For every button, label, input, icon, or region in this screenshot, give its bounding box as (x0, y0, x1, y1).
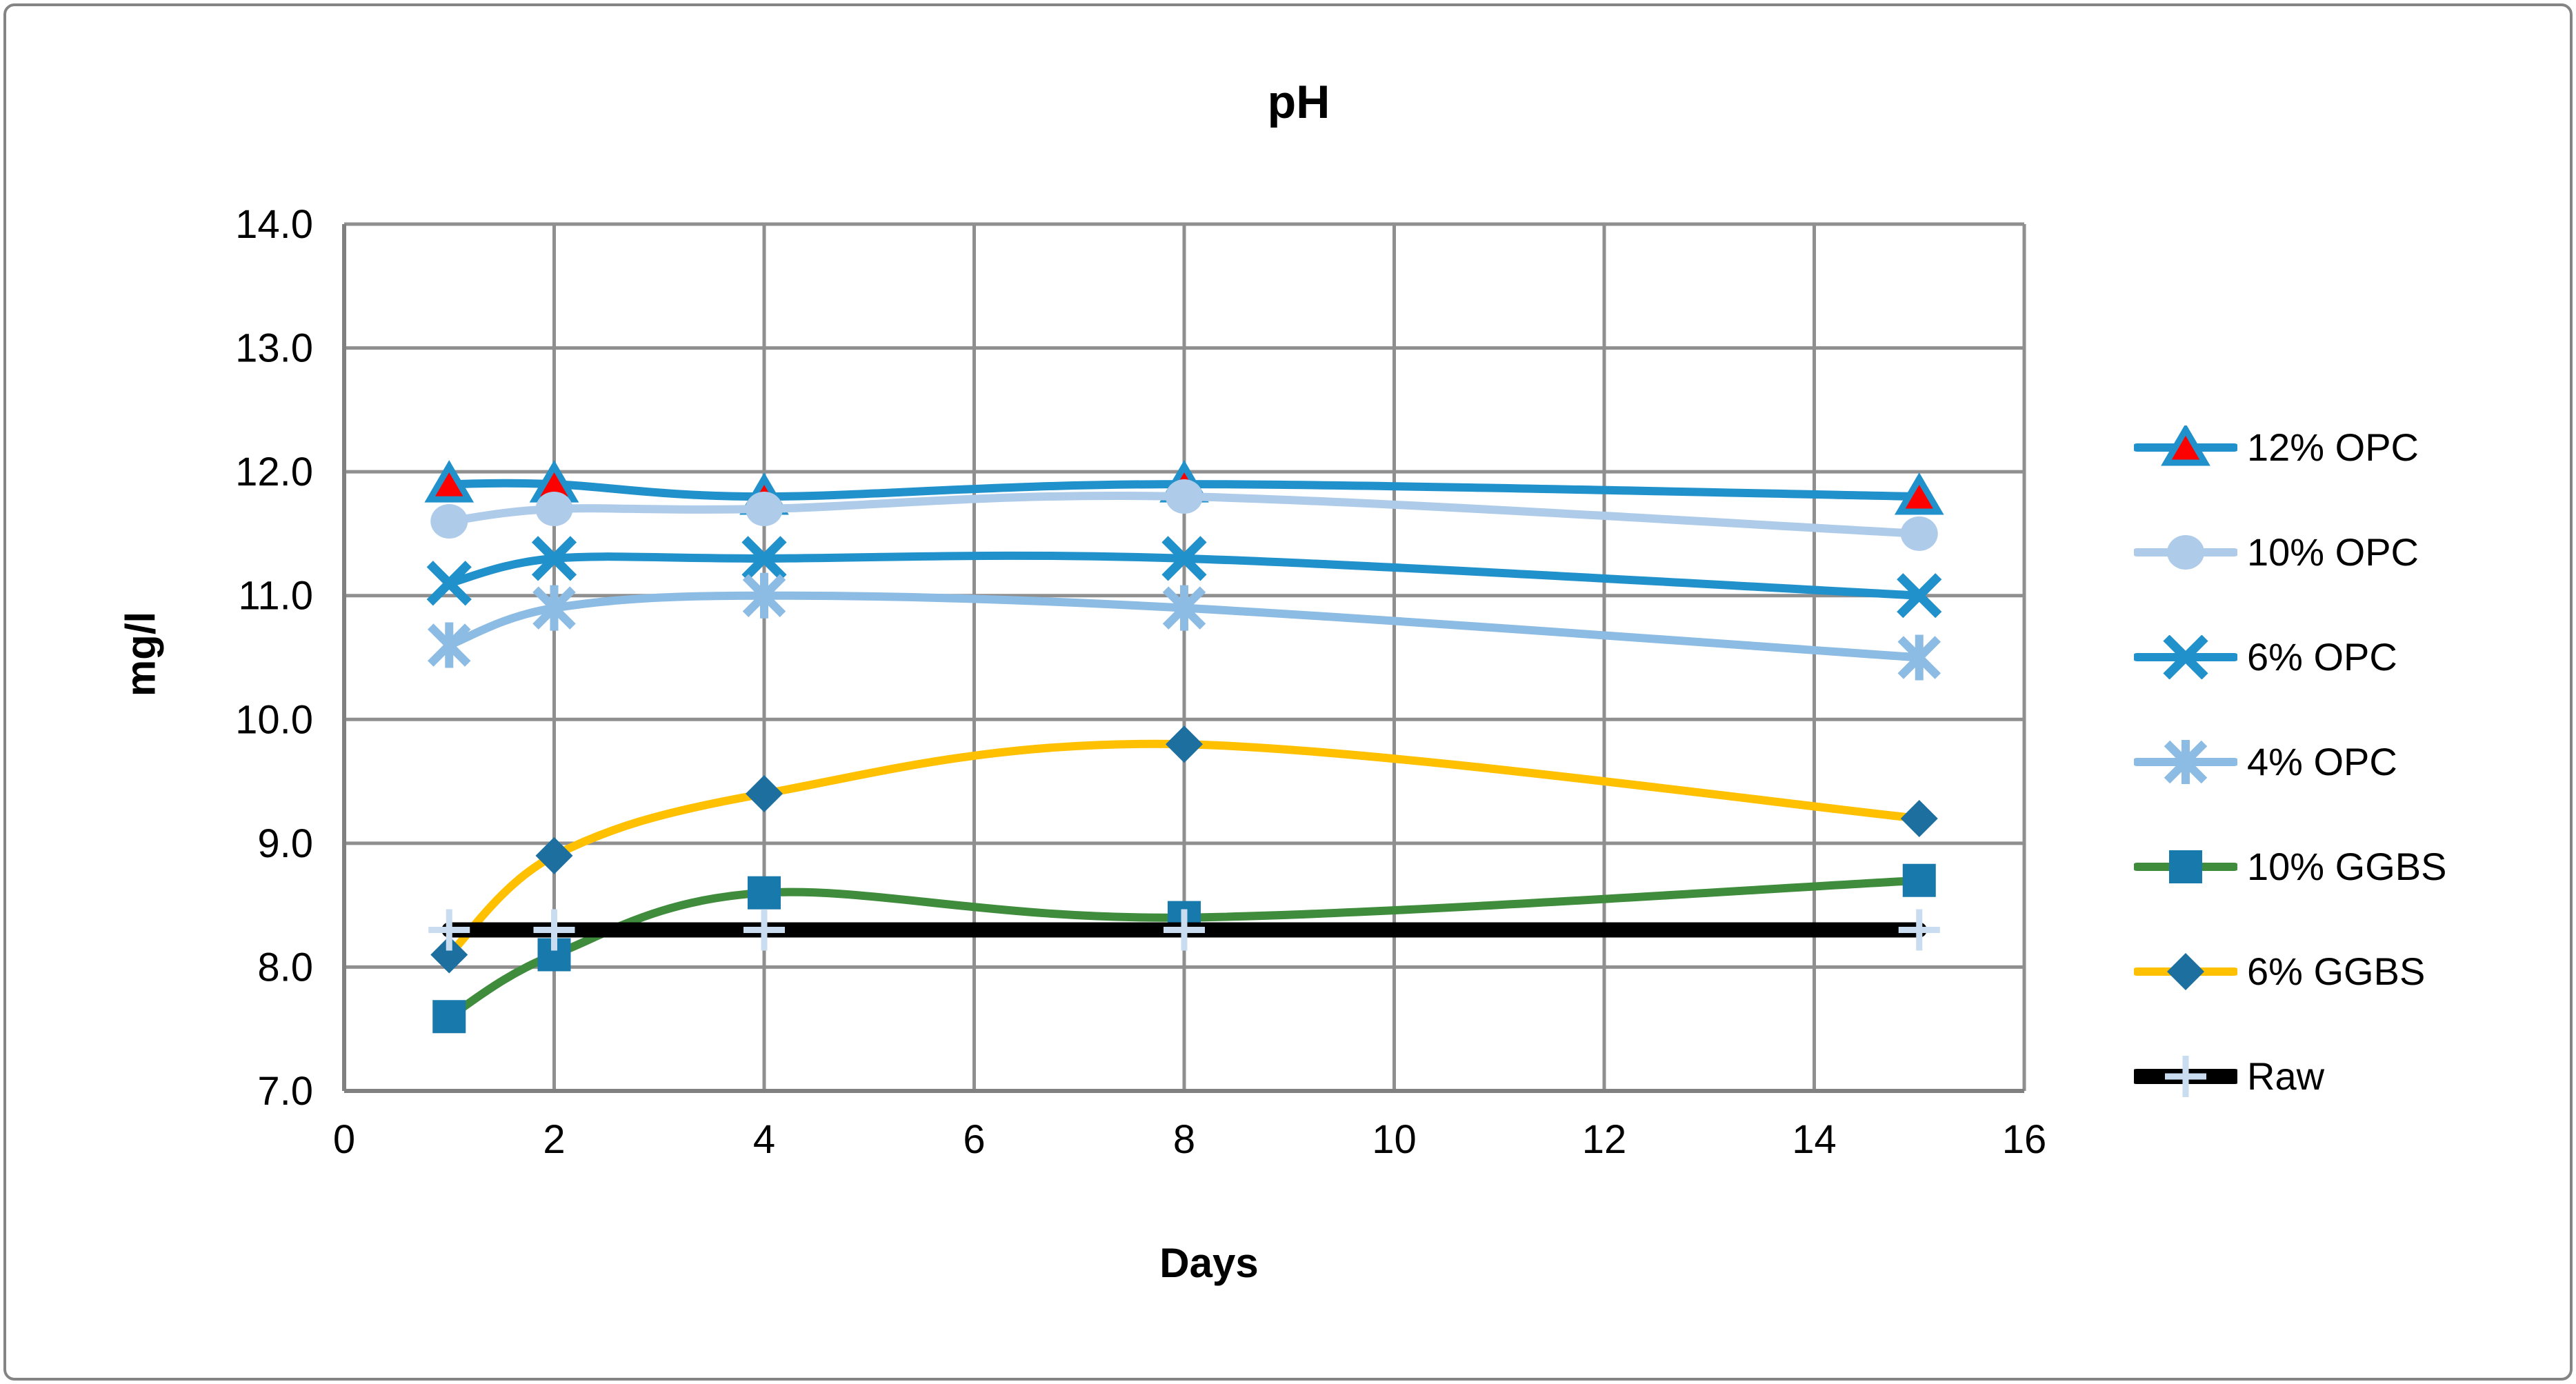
6-ggbs-diamond-marker (1900, 799, 1938, 837)
legend-label: 10% OPC (2247, 530, 2419, 574)
legend-square-marker (2169, 850, 2202, 883)
legend-asterisk-marker (2164, 740, 2208, 784)
y-tick-label: 9.0 (257, 821, 313, 866)
12-opc-triangle-marker (1894, 472, 1944, 515)
legend-plus-marker (2165, 1056, 2206, 1097)
y-tick-label: 13.0 (235, 326, 313, 371)
6-opc-x-marker (1161, 536, 1207, 581)
10-ggbs-square-marker (1902, 863, 1936, 897)
legend-triangle-marker (2161, 425, 2210, 466)
6-opc-x-marker (741, 536, 787, 581)
10-opc-circle-marker (535, 492, 573, 527)
6-opc-x-marker (1897, 573, 1942, 619)
6-ggbs-diamond-marker (746, 775, 783, 813)
raw-plus-marker (428, 909, 470, 951)
raw-plus-marker (743, 909, 785, 951)
10-opc-circle-marker (430, 503, 468, 539)
legend-item-12pct-opc: 12% OPC (2134, 425, 2419, 470)
x-tick-label: 2 (543, 1117, 565, 1162)
x-tick-label: 10 (1372, 1117, 1417, 1162)
6-opc-x-marker (426, 561, 472, 606)
x-tick-label: 16 (2002, 1117, 2047, 1162)
chart-frame: 14.0 13.0 12.0 11.0 10.0 9.0 8.0 7.0 0 2 4 6 8 10 12 14… (3, 3, 2573, 1381)
legend-swatch-12pct-opc (2134, 425, 2237, 466)
y-tick-label: 11.0 (238, 574, 313, 619)
y-tick-label: 12.0 (235, 450, 313, 494)
12-opc-triangle-marker (424, 460, 475, 503)
x-tick-label: 4 (753, 1117, 775, 1162)
legend-swatch-6pct-opc (2134, 635, 2237, 679)
chart-title: pH (1267, 76, 1330, 128)
4-opc-asterisk-marker (532, 585, 576, 631)
x-tick-label: 6 (963, 1117, 985, 1162)
6-ggbs-diamond-marker (535, 836, 573, 874)
legend-diamond-marker (2167, 953, 2204, 990)
4-opc-asterisk-marker (1162, 585, 1206, 631)
y-tick-label: 7.0 (257, 1069, 313, 1114)
6-opc-x-marker (531, 536, 577, 581)
legend-item-6pct-opc: 6% OPC (2134, 635, 2397, 679)
x-tick-label: 12 (1582, 1117, 1627, 1162)
y-tick-label: 14.0 (235, 202, 313, 247)
legend-item-6pct-ggbs: 6% GGBS (2134, 950, 2425, 994)
raw-plus-marker (1898, 909, 1940, 951)
legend-label: 4% OPC (2247, 740, 2397, 783)
10-ggbs-square-marker (748, 876, 781, 910)
x-axis-title: Days (1159, 1240, 1259, 1286)
legend-item-4pct-opc: 4% OPC (2134, 740, 2397, 784)
legend-item-10pct-opc: 10% OPC (2134, 530, 2419, 574)
legend-swatch-10pct-ggbs (2134, 850, 2237, 883)
legend-swatch-10pct-opc (2134, 535, 2237, 570)
legend: 12% OPC 10% OPC 6% OPC 4% OPC 10% GGBS 6… (2134, 6, 2562, 1378)
y-tick-label: 8.0 (257, 945, 313, 990)
10-opc-circle-marker (746, 492, 783, 527)
4-opc-asterisk-marker (1897, 634, 1941, 681)
y-axis-title: mg/l (117, 611, 164, 697)
legend-swatch-raw (2134, 1056, 2237, 1097)
10-opc-circle-marker (1166, 479, 1203, 514)
raw-plus-marker (1164, 909, 1205, 951)
plot-area: 14.0 13.0 12.0 11.0 10.0 9.0 8.0 7.0 0 2 4 6 8 10 12 14… (235, 202, 2047, 1162)
legend-label: 12% OPC (2247, 425, 2419, 469)
x-tick-label: 8 (1173, 1117, 1195, 1162)
legend-swatch-6pct-ggbs (2134, 953, 2237, 990)
4-opc-asterisk-marker (428, 622, 471, 668)
x-tick-label: 0 (333, 1117, 355, 1162)
10-ggbs-square-marker (432, 1000, 466, 1034)
legend-label: 6% GGBS (2247, 950, 2426, 993)
legend-swatch-4pct-opc (2134, 740, 2237, 784)
6-ggbs-diamond-marker (430, 936, 468, 974)
legend-x-marker (2163, 635, 2208, 679)
legend-label: Raw (2247, 1054, 2325, 1098)
legend-label: 10% GGBS (2247, 845, 2447, 888)
legend-circle-marker (2167, 535, 2204, 570)
4-opc-asterisk-marker (742, 572, 786, 619)
raw-plus-marker (533, 909, 575, 951)
x-tick-label: 14 (1792, 1117, 1837, 1162)
legend-item-raw: Raw (2134, 1054, 2324, 1099)
10-opc-circle-marker (1900, 516, 1938, 551)
y-tick-label: 10.0 (235, 697, 313, 742)
6-ggbs-diamond-marker (1166, 725, 1203, 763)
legend-label: 6% OPC (2247, 635, 2397, 679)
legend-item-10pct-ggbs: 10% GGBS (2134, 845, 2446, 889)
